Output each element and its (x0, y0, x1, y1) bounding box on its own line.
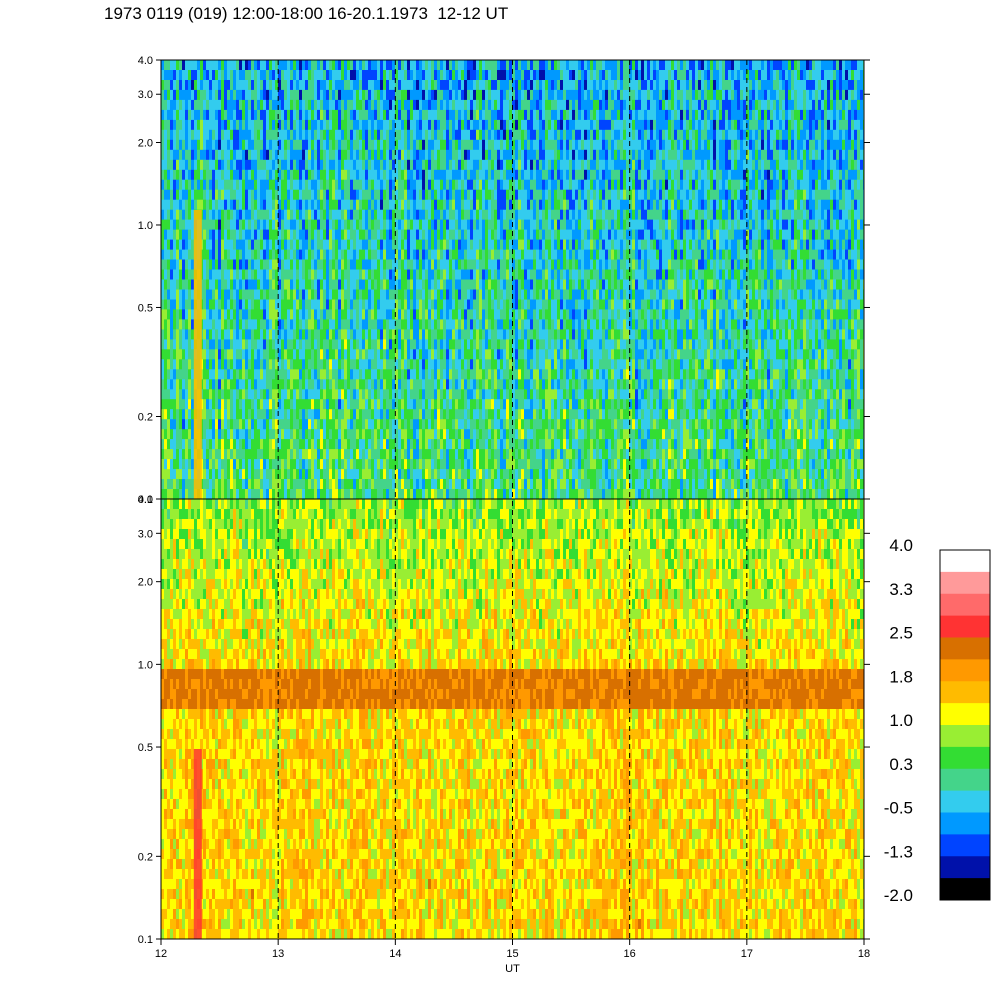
spectrogram-panel-lower (161, 499, 864, 939)
colorbar-label: -0.5 (884, 799, 913, 818)
y-tick-label: 4.0 (138, 494, 153, 506)
x-tick-label: 17 (741, 948, 753, 960)
colorbar-swatch (940, 637, 990, 660)
x-tick-label: 14 (389, 948, 401, 960)
colorbar-label: 1.0 (889, 711, 913, 730)
y-tick-label: 0.2 (138, 412, 153, 424)
colorbar-frame (939, 549, 991, 901)
colorbar-swatch (940, 659, 990, 682)
y-tick-label: 4.0 (138, 55, 153, 67)
y-tick-label: 0.2 (138, 851, 153, 863)
y-tick-label: 0.5 (138, 302, 153, 314)
colorbar-swatch (940, 768, 990, 792)
x-tick-label: 12 (155, 948, 167, 960)
colorbar-swatch (940, 746, 990, 770)
colorbar-label: -1.3 (884, 842, 913, 861)
colorbar-swatch (940, 856, 990, 879)
spectrogram-panel-upper (161, 60, 864, 499)
y-tick-label: 1.0 (138, 220, 153, 232)
x-tick-label: 18 (858, 948, 870, 960)
y-tick-label: 0.5 (138, 742, 153, 754)
x-tick-label: 15 (506, 948, 518, 960)
event-strip (193, 210, 202, 499)
colorbar-label: 2.5 (889, 624, 913, 643)
chart-title: 1973 0119 (019) 12:00-18:00 16-20.1.1973… (104, 4, 508, 24)
event-strip (193, 749, 202, 939)
colorbar-swatch (940, 878, 990, 901)
colorbar-swatch (940, 812, 990, 835)
colorbar-label: 4.0 (889, 536, 913, 555)
colorbar-swatch (940, 571, 990, 595)
colorbar-swatch (940, 725, 990, 748)
colorbar-swatch (940, 703, 990, 726)
colorbar-swatch (940, 834, 990, 857)
colorbar-swatch (940, 681, 990, 704)
y-tick-label: 1.0 (138, 659, 153, 671)
colorbar-swatch (940, 550, 990, 573)
y-tick-label: 2.0 (138, 137, 153, 149)
x-tick-label: 16 (624, 948, 636, 960)
x-tick-label: 13 (272, 948, 284, 960)
colorbar-swatch (940, 790, 990, 813)
colorbar-label: -2.0 (884, 886, 913, 905)
x-axis-label: UT (505, 963, 520, 975)
colorbar-label: 1.8 (889, 667, 913, 686)
colorbar-swatch (940, 615, 990, 638)
y-tick-label: 0.1 (138, 494, 153, 506)
y-tick-label: 2.0 (138, 577, 153, 589)
y-tick-label: 3.0 (138, 89, 153, 101)
colorbar-label: 3.3 (889, 580, 913, 599)
y-tick-label: 0.1 (138, 934, 153, 946)
colorbar-label: 0.3 (889, 755, 913, 774)
colorbar-swatch (940, 593, 990, 617)
y-tick-label: 3.0 (138, 528, 153, 540)
